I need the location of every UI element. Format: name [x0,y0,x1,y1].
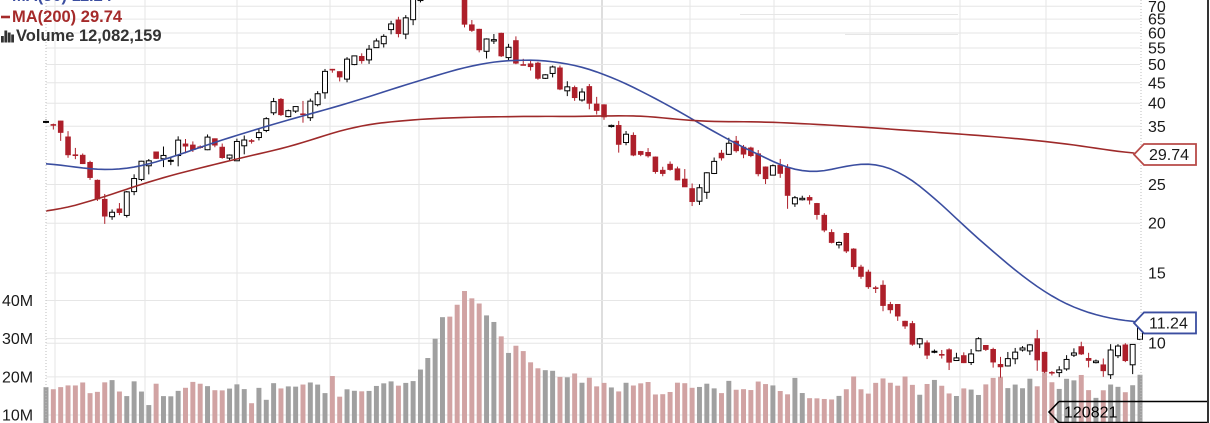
svg-text:40: 40 [1148,96,1166,113]
svg-text:11.24: 11.24 [1149,316,1188,333]
svg-text:30M: 30M [2,331,33,348]
svg-text:35: 35 [1148,119,1166,136]
svg-text:Volume 12,082,159: Volume 12,082,159 [16,27,162,45]
svg-text:50: 50 [1148,57,1166,74]
svg-text:45: 45 [1148,75,1166,92]
svg-text:40M: 40M [2,293,33,310]
svg-text:20M: 20M [2,369,33,386]
svg-text:29.74: 29.74 [1149,147,1189,164]
svg-text:120821: 120821 [1064,405,1117,422]
svg-text:MA(50) 11.24: MA(50) 11.24 [12,0,113,5]
svg-text:20: 20 [1148,216,1166,233]
svg-text:15: 15 [1148,266,1166,283]
svg-text:55: 55 [1148,41,1166,58]
svg-text:10M: 10M [2,408,33,423]
svg-text:25: 25 [1148,177,1166,194]
svg-text:MA(200) 29.74: MA(200) 29.74 [12,8,123,26]
svg-text:10: 10 [1148,336,1166,353]
